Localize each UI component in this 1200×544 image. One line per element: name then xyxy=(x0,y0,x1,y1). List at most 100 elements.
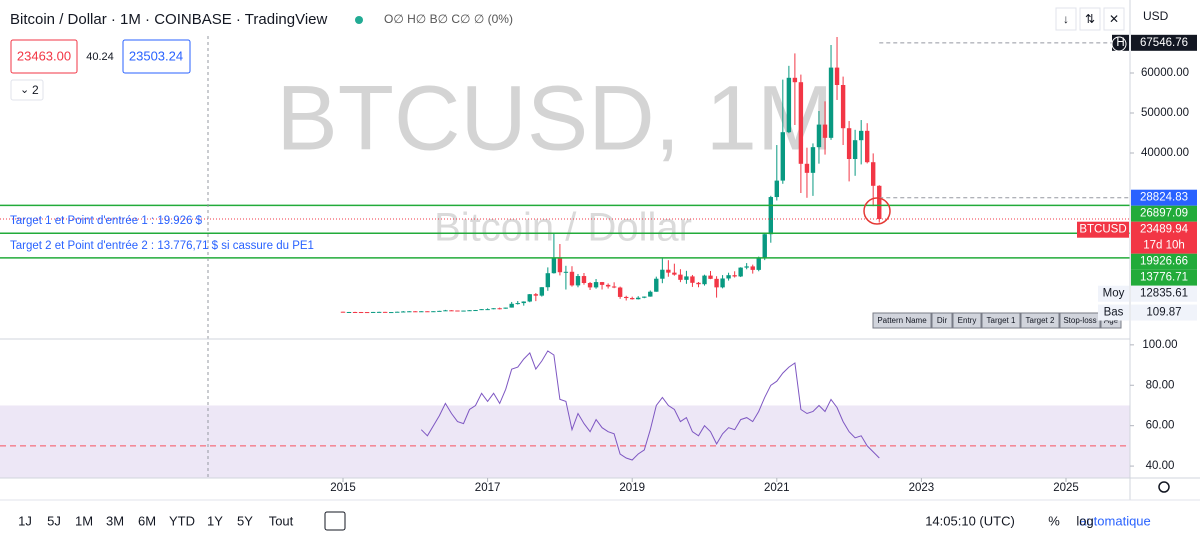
range-button[interactable]: Tout xyxy=(269,513,294,528)
y-tick-label: 60000.00 xyxy=(1141,67,1189,79)
candle-body xyxy=(840,85,846,129)
candle-body xyxy=(870,162,876,186)
range-button[interactable]: 5J xyxy=(47,513,61,528)
price-tag xyxy=(1131,189,1197,206)
candle-body xyxy=(352,311,358,313)
candle-body xyxy=(672,272,677,275)
candle-body xyxy=(877,185,882,220)
down-icon: ↓ xyxy=(1063,12,1069,26)
x-tick-label: 2019 xyxy=(619,482,645,494)
candle-body xyxy=(376,311,382,313)
candle-body xyxy=(852,140,858,159)
table-header: Pattern Name xyxy=(877,316,927,325)
date-range-icon[interactable] xyxy=(324,511,346,531)
price-tag xyxy=(1131,34,1197,51)
swap-icon: ⇅ xyxy=(1085,12,1095,26)
plus-icon[interactable] xyxy=(1111,36,1127,52)
down-button[interactable] xyxy=(1055,7,1077,31)
clock: 14:05:10 (UTC) xyxy=(925,513,1015,528)
candle-body xyxy=(804,163,810,173)
candle-body xyxy=(750,266,755,270)
candle-body xyxy=(810,147,816,173)
candle-body xyxy=(624,296,629,299)
swap-button[interactable] xyxy=(1079,7,1101,31)
candle-body xyxy=(816,124,822,148)
candle-body xyxy=(744,266,749,268)
candle-body xyxy=(569,271,575,286)
price-tag-label: 67546.76 xyxy=(1140,37,1188,49)
candle-body xyxy=(732,275,737,277)
sell-box[interactable] xyxy=(10,39,78,74)
price-tag-label: 23489.94 xyxy=(1140,224,1189,236)
table-header-cell xyxy=(931,312,953,329)
range-button[interactable]: 5Y xyxy=(237,513,253,528)
table-header-cell xyxy=(952,312,982,329)
axes: 40000.00 50000.00 60000.00 2015 2017 2019 2021… xyxy=(330,67,1189,494)
candle-body xyxy=(503,307,508,309)
plot xyxy=(0,37,1130,478)
close-icon: ✕ xyxy=(1109,12,1119,26)
candle-body xyxy=(798,82,804,164)
price-tag-name-box xyxy=(1112,34,1129,51)
range-button[interactable]: 6M xyxy=(138,513,156,528)
range-button[interactable]: 1M xyxy=(75,513,93,528)
candle-body xyxy=(642,296,647,298)
candle-body xyxy=(563,271,569,273)
price-tag xyxy=(1131,221,1197,254)
rsi-line xyxy=(420,350,880,461)
price-tag xyxy=(1131,304,1197,321)
price-tag-name: BTCUSD xyxy=(1079,224,1126,236)
candle-body xyxy=(792,77,798,83)
currency[interactable]: USD xyxy=(1143,9,1169,23)
close-button[interactable] xyxy=(1103,7,1125,31)
range-button[interactable]: 1Y xyxy=(207,513,223,528)
scale-mode[interactable]: automatique xyxy=(1079,513,1151,528)
indicators-toggle[interactable] xyxy=(10,79,44,101)
price-tag-label: 109.87 xyxy=(1146,307,1181,319)
buy-box[interactable] xyxy=(122,39,191,74)
range-button[interactable]: YTD xyxy=(169,513,195,528)
candle-body xyxy=(395,311,400,313)
candle-body xyxy=(702,275,707,285)
candle-body xyxy=(864,130,870,163)
y-tick-label: 60.00 xyxy=(1146,420,1175,432)
candle-body xyxy=(762,234,767,258)
price-tags: 67546.76 H 28824.83 26897.09 23489.94 17d 10h… xyxy=(1077,34,1197,321)
countdown: 17d 10h xyxy=(1143,240,1185,252)
candle-body xyxy=(822,124,828,138)
candle-body xyxy=(340,311,346,313)
x-tick-label: 2015 xyxy=(330,482,356,494)
candle-body xyxy=(690,276,695,283)
table-header: Stop-loss xyxy=(1063,316,1096,325)
candle-body xyxy=(678,274,683,280)
candle-body xyxy=(828,67,834,138)
ohlc: O∅ H∅ B∅ C∅ ∅ (0%) xyxy=(384,12,513,26)
candle-body xyxy=(401,311,406,313)
candle-body xyxy=(593,282,599,288)
percent-toggle[interactable]: % xyxy=(1048,513,1060,528)
range-button[interactable]: 1J xyxy=(18,513,32,528)
chevron: ⌄ xyxy=(20,84,29,96)
sell-price: 23463.00 xyxy=(17,48,71,63)
indicators-count: 2 xyxy=(32,83,39,97)
candle-body xyxy=(630,298,635,300)
candle-body xyxy=(437,310,442,312)
candle-body xyxy=(611,286,617,288)
price-tag-label: 13776.71 xyxy=(1140,272,1188,284)
range-button[interactable]: 3M xyxy=(106,513,124,528)
candle-body xyxy=(521,301,526,304)
y-tick-label: 50000.00 xyxy=(1141,107,1189,119)
y-tick-label: 80.00 xyxy=(1146,379,1175,391)
candle-body xyxy=(419,311,424,313)
candle-body xyxy=(497,308,502,310)
settings-icon[interactable] xyxy=(1158,481,1170,493)
candle-body xyxy=(756,257,761,270)
log-toggle[interactable]: log xyxy=(1076,513,1093,528)
candle-body xyxy=(648,291,653,297)
price-tag-label: 28824.83 xyxy=(1140,192,1188,204)
candle-body xyxy=(443,310,448,312)
symbol-title[interactable]: Bitcoin / Dollar · 1M · COINBASE · Tradi… xyxy=(10,11,327,28)
candle-body xyxy=(533,294,539,296)
candle-body xyxy=(449,310,454,312)
